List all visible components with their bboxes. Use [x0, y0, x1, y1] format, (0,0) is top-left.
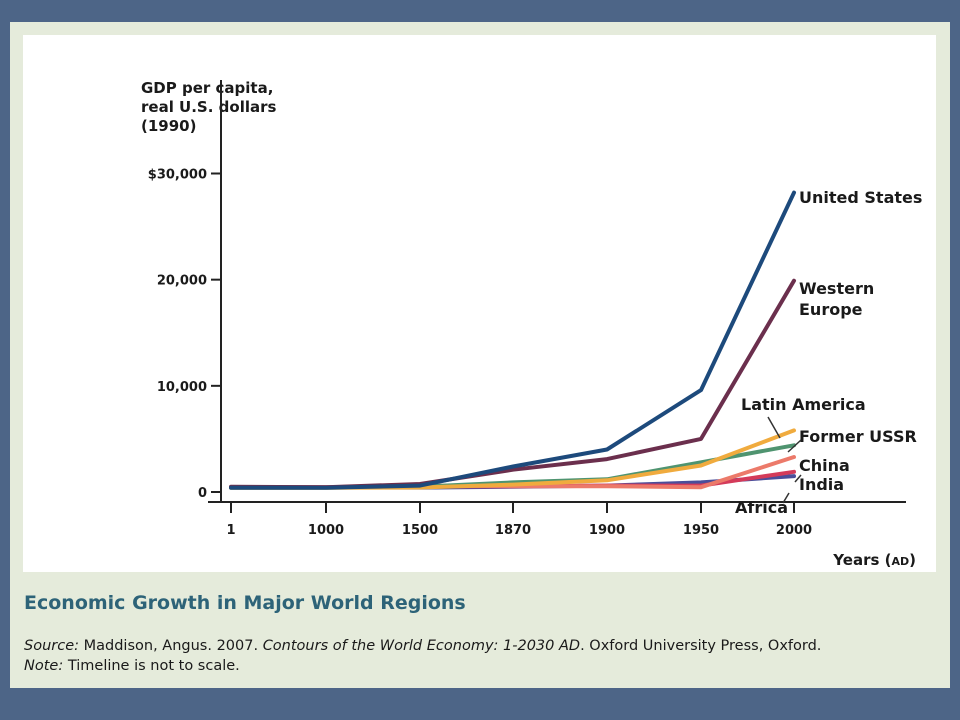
series-label: Latin America [741, 395, 866, 414]
note-row: Note: Timeline is not to scale. [24, 658, 240, 674]
figure-source-notes: Source: Maddison, Angus. 2007. Contours … [24, 636, 821, 676]
series-label: Europe [799, 300, 863, 319]
note-label: Note: [24, 658, 64, 674]
leader-line [787, 439, 802, 453]
x-tick-label: 1500 [402, 523, 438, 538]
source-label: Source: [24, 638, 80, 654]
series-label: United States [799, 188, 922, 207]
series-label: India [799, 475, 844, 494]
chart: GDP per capita,real U.S. dollars(1990) 0 1… [141, 79, 922, 569]
x-tick-label: 1900 [589, 523, 625, 538]
x-tick-label: 1950 [683, 523, 719, 538]
leader-line [794, 474, 802, 483]
y-axis-label-line: (1990) [141, 117, 196, 135]
series-label: Former USSR [799, 427, 917, 446]
figure-caption-title: Economic Growth in Major World Regions [24, 592, 466, 614]
y-tick-label: $30,000 [148, 167, 207, 182]
series-label: Western [799, 279, 874, 298]
leader-line [782, 492, 790, 504]
source-book-title: Contours of the World Economy: 1-2030 AD [262, 638, 581, 654]
leader-line [767, 416, 781, 439]
x-tick-label: 1870 [495, 523, 531, 538]
series-line [229, 190, 796, 490]
figure-frame: GDP per capita, real U.S. dollars (1990) 0 1… [10, 22, 950, 688]
note-text: Timeline is not to scale. [67, 658, 240, 674]
y-tick-label: 20,000 [157, 274, 207, 289]
plot-panel: GDP per capita, real U.S. dollars (1990) 0 1… [23, 35, 936, 572]
y-tick-label: 10,000 [157, 380, 207, 395]
x-axis-title: Years (AD) [832, 551, 916, 569]
series-label: China [799, 456, 850, 475]
y-tick-label: 0 [198, 486, 207, 501]
x-tick-label: 2000 [776, 523, 812, 538]
x-tick-label: 1000 [308, 523, 344, 538]
y-axis-label-line: GDP per capita, [141, 79, 273, 97]
series-line [229, 278, 796, 490]
y-axis-label-line: real U.S. dollars [141, 98, 277, 116]
source-row: Source: Maddison, Angus. 2007. Contours … [24, 638, 821, 654]
source-author: Maddison, Angus. 2007. [83, 638, 259, 654]
source-publisher: . Oxford University Press, Oxford. [580, 638, 822, 654]
series-label: Africa [735, 498, 788, 517]
x-tick-label: 1 [226, 523, 235, 538]
